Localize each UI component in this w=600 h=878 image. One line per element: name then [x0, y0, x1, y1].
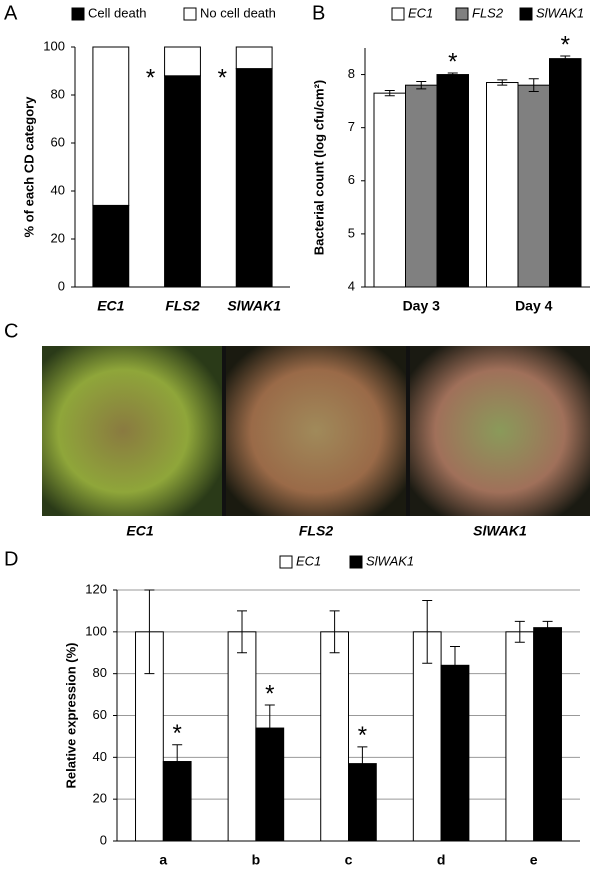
y-tick-label: 0: [58, 278, 65, 293]
error-bar: [514, 620, 525, 643]
photo-label: FLS2: [299, 523, 333, 539]
error-bar: [144, 589, 155, 675]
x-tick-label: d: [437, 852, 446, 868]
error-bar: [542, 620, 553, 635]
x-tick-label: c: [345, 852, 353, 868]
legend-swatch: [455, 7, 469, 21]
legend-swatch: [391, 7, 405, 21]
bar: [373, 92, 406, 288]
plant-photo: [42, 346, 222, 516]
y-tick-label: 5: [348, 225, 355, 240]
y-tick-label: 4: [348, 278, 355, 293]
bar-segment: [164, 46, 201, 77]
legend-label: EC1: [408, 5, 433, 20]
y-axis-label: % of each CD category: [21, 96, 36, 238]
photo-label: EC1: [126, 523, 153, 539]
bar: [405, 84, 438, 288]
error-bar: [357, 746, 368, 781]
photo-label: SlWAK1: [473, 523, 527, 539]
x-tick-label: Day 4: [515, 298, 553, 314]
significance: *: [173, 720, 182, 747]
legend-swatch: [349, 555, 363, 569]
bar: [533, 627, 562, 842]
panel-label: B: [312, 2, 325, 24]
panel-label: D: [4, 548, 18, 570]
x-tick-label: b: [252, 852, 261, 868]
y-tick-label: 80: [93, 665, 107, 680]
error-bar: [329, 610, 340, 654]
x-tick-label: e: [530, 852, 538, 868]
bar: [505, 631, 535, 842]
y-tick-label: 40: [51, 182, 65, 197]
error-bar: [172, 744, 183, 779]
bar: [549, 58, 582, 288]
significance: *: [218, 64, 227, 91]
legend-label: FLS2: [472, 5, 504, 20]
y-tick-label: 40: [93, 749, 107, 764]
x-tick-label: FLS2: [165, 298, 199, 314]
error-bar: [497, 79, 508, 86]
y-tick-label: 20: [51, 230, 65, 245]
legend-label: No cell death: [200, 5, 276, 20]
legend-swatch: [519, 7, 533, 21]
significance: *: [448, 48, 457, 75]
y-tick-label: 7: [348, 119, 355, 134]
legend-label: SlWAK1: [366, 553, 414, 568]
bar-segment: [92, 46, 130, 206]
x-tick-label: Day 3: [403, 298, 441, 314]
legend-swatch: [183, 7, 197, 21]
significance: *: [265, 680, 274, 707]
y-tick-label: 60: [51, 134, 65, 149]
error-bar: [447, 72, 458, 77]
error-bar: [264, 704, 275, 752]
legend-label: EC1: [296, 553, 321, 568]
y-tick-label: 100: [85, 623, 107, 638]
bar: [135, 631, 164, 842]
bar: [486, 82, 519, 288]
bar: [436, 74, 469, 288]
y-axis-label: Bacterial count (log cfu/cm²): [311, 80, 326, 256]
panel-label: A: [4, 2, 18, 24]
legend-swatch: [279, 555, 293, 569]
error-bar: [560, 55, 571, 62]
legend-label: Cell death: [88, 5, 147, 20]
significance: *: [358, 722, 367, 749]
y-tick-label: 6: [348, 172, 355, 187]
y-tick-label: 0: [100, 832, 107, 847]
bar: [227, 631, 257, 842]
bar: [320, 631, 350, 842]
y-axis-label: Relative expression (%): [63, 643, 78, 789]
bar-segment: [92, 204, 130, 288]
error-bar: [528, 78, 539, 93]
bar-segment: [164, 75, 201, 288]
error-bar: [237, 610, 248, 654]
plant-photo: [226, 346, 406, 516]
bar-segment: [235, 46, 273, 70]
y-tick-label: 80: [51, 86, 65, 101]
legend-label: SlWAK1: [536, 5, 584, 20]
error-bar: [384, 89, 395, 97]
error-bar: [449, 645, 460, 685]
error-bar: [416, 80, 427, 90]
y-tick-label: 8: [348, 66, 355, 81]
bar-segment: [235, 68, 273, 288]
x-tick-label: EC1: [97, 298, 124, 314]
bar: [517, 84, 550, 288]
panel-label: C: [4, 320, 18, 342]
x-tick-label: SlWAK1: [227, 298, 281, 314]
error-bar: [422, 599, 433, 664]
significance: *: [561, 31, 570, 58]
y-tick-label: 20: [93, 791, 107, 806]
bar: [412, 631, 442, 842]
bar: [440, 664, 470, 842]
legend-swatch: [71, 7, 85, 21]
y-tick-label: 120: [85, 581, 107, 596]
y-tick-label: 100: [43, 38, 65, 53]
plant-photo: [410, 346, 590, 516]
significance: *: [146, 64, 155, 91]
x-tick-label: a: [159, 852, 167, 868]
y-tick-label: 60: [93, 707, 107, 722]
